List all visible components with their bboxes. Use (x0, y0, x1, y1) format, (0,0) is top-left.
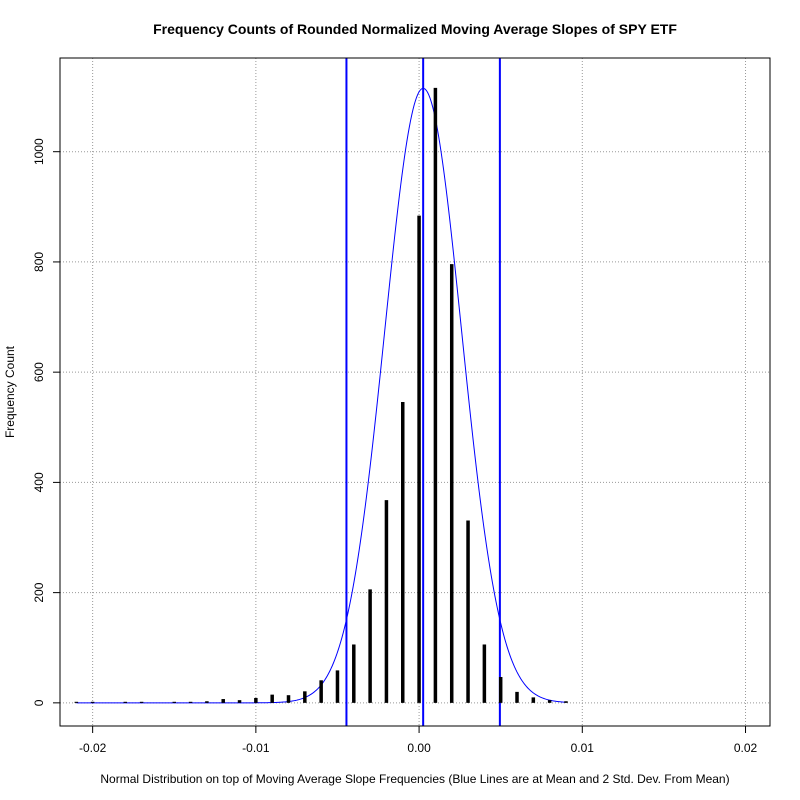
x-tick-label: -0.01 (242, 741, 270, 755)
y-tick-label: 1000 (32, 138, 46, 165)
plot-frame (59, 57, 771, 727)
y-tick-label: 0 (32, 699, 46, 706)
x-axis: -0.02 -0.01 0.00 0.01 0.02 (79, 726, 758, 755)
normal-curve-group (76, 87, 567, 704)
y-tick-label: 600 (32, 362, 46, 382)
x-axis-label: Normal Distribution on top of Moving Ave… (100, 772, 729, 786)
x-tick-label: -0.02 (79, 741, 107, 755)
bars (74, 87, 568, 703)
y-tick-label: 200 (32, 582, 46, 602)
reference-lines (345, 58, 501, 726)
grid-lines (60, 58, 770, 726)
x-tick-label: 0.00 (407, 741, 431, 755)
x-tick-label: 0.01 (571, 741, 595, 755)
y-axis: 0 200 400 600 800 1000 (32, 138, 60, 706)
normal-curve (76, 87, 567, 704)
x-tick-label: 0.02 (734, 741, 758, 755)
y-axis-label: Frequency Count (3, 345, 17, 438)
y-tick-label: 800 (32, 252, 46, 272)
chart-title: Frequency Counts of Rounded Normalized M… (153, 21, 677, 37)
y-tick-label: 400 (32, 472, 46, 492)
